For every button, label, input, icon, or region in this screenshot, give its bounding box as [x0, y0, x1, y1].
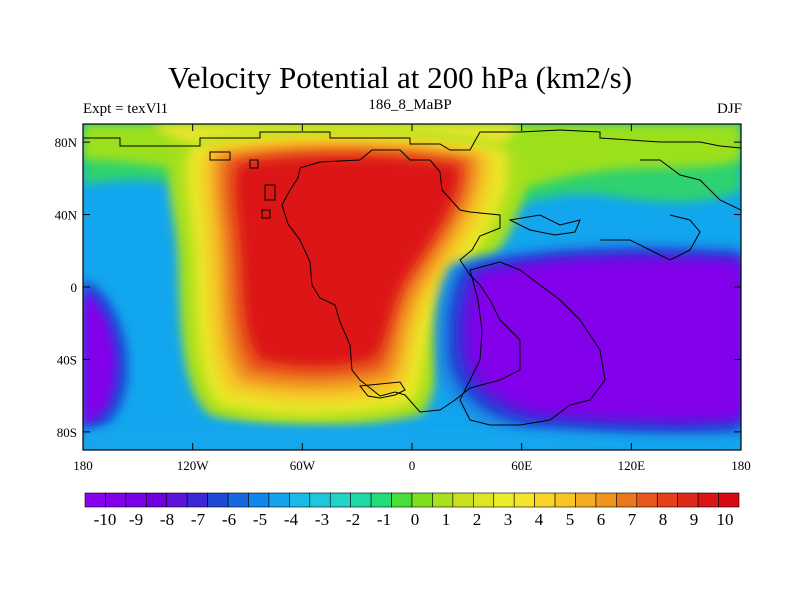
run-label: 186_8_MaBP — [368, 97, 452, 113]
y-tick-label: 40N — [55, 208, 78, 223]
contour-field — [83, 124, 741, 450]
x-tick-label: 60W — [290, 458, 316, 473]
coastlines — [83, 129, 741, 426]
y-tick-label: 40S — [57, 352, 77, 367]
x-tick-label: 0 — [409, 458, 416, 473]
x-tick-label: 180 — [73, 458, 93, 473]
season-label: DJF — [716, 101, 742, 117]
axis-ticks: 180 120W 60W 0 60E 120E 180 80N 40N 0 40S 80S — [55, 124, 751, 473]
x-tick-label: 120E — [618, 458, 646, 473]
x-tick-label: 120W — [177, 458, 210, 473]
experiment-label: Expt = texVl1 — [83, 101, 169, 117]
y-tick-label: 80S — [57, 425, 77, 440]
y-tick-label: 0 — [71, 280, 78, 295]
y-tick-label: 80N — [55, 135, 78, 150]
x-tick-label: 180 — [731, 458, 751, 473]
x-tick-label: 60E — [511, 458, 532, 473]
chart-title: Velocity Potential at 200 hPa (km2/s) — [167, 60, 633, 95]
